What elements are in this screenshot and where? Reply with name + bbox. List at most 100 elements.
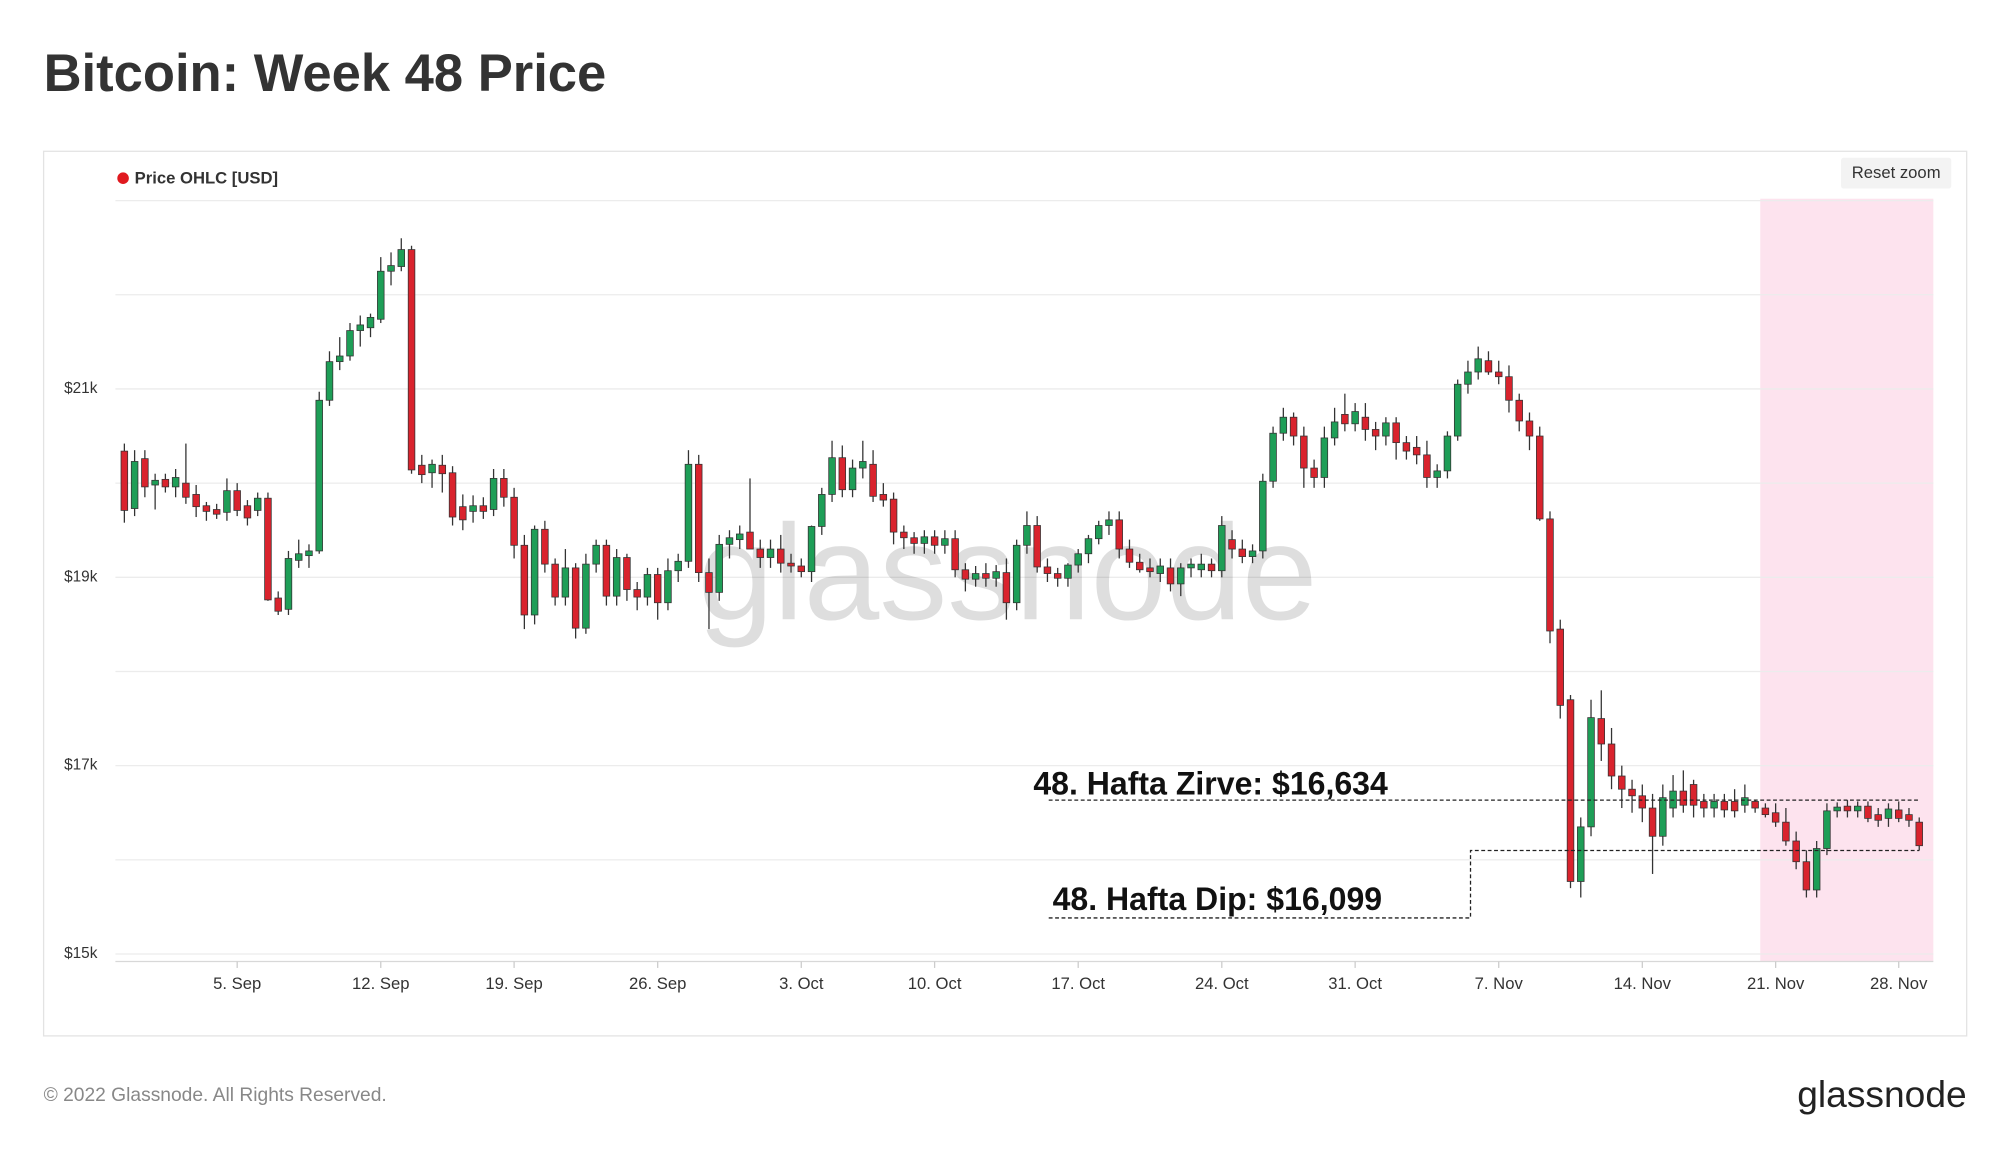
candle-body bbox=[859, 461, 867, 469]
candle-body bbox=[1259, 480, 1267, 552]
candle-body bbox=[1197, 563, 1206, 571]
candle-body bbox=[407, 249, 416, 471]
candle-body bbox=[171, 477, 180, 488]
candle-body bbox=[1792, 840, 1800, 863]
candle-body bbox=[951, 538, 959, 571]
candle-body bbox=[1043, 566, 1052, 574]
x-tick-label: 17. Oct bbox=[1051, 974, 1105, 993]
candle-body bbox=[797, 565, 806, 573]
candle-body bbox=[848, 467, 857, 491]
x-tick-label: 5. Sep bbox=[213, 974, 261, 993]
y-tick-label: $17k bbox=[64, 757, 98, 774]
y-tick-label: $19k bbox=[64, 568, 98, 585]
candle-body bbox=[1741, 797, 1749, 806]
candle-body bbox=[1484, 360, 1493, 373]
candle-body bbox=[674, 560, 682, 572]
candle-body bbox=[961, 569, 970, 580]
candle-body bbox=[787, 562, 795, 567]
candle-body bbox=[1310, 467, 1318, 478]
candle-body bbox=[1228, 539, 1236, 550]
candle-body bbox=[520, 544, 529, 616]
x-tick-label: 19. Sep bbox=[485, 974, 542, 993]
candle-body bbox=[1269, 432, 1277, 482]
x-tick-label: 3. Oct bbox=[779, 974, 824, 993]
candle-body bbox=[828, 457, 836, 495]
candle-body bbox=[1012, 544, 1021, 604]
candle-body bbox=[582, 563, 590, 629]
candle-body bbox=[315, 399, 323, 552]
candle-body bbox=[900, 531, 908, 539]
candle-body bbox=[438, 464, 447, 475]
candle-body bbox=[1300, 435, 1308, 469]
candle-body bbox=[223, 490, 231, 513]
candle-body bbox=[571, 567, 580, 629]
candle-body bbox=[766, 548, 775, 558]
reset-zoom-label[interactable]: Reset zoom bbox=[1852, 163, 1941, 182]
candle-body bbox=[489, 478, 498, 510]
candle-body bbox=[377, 270, 385, 320]
candle-body bbox=[643, 574, 652, 598]
candle-body bbox=[1187, 563, 1195, 569]
candle-body bbox=[684, 463, 693, 562]
candle-body bbox=[1843, 805, 1852, 812]
candle-body bbox=[325, 361, 334, 401]
legend-label: Price OHLC [USD] bbox=[135, 168, 278, 187]
candle-body bbox=[1689, 784, 1698, 806]
candle-body bbox=[1659, 797, 1667, 837]
candle-body bbox=[653, 574, 662, 604]
candle-body bbox=[500, 478, 508, 498]
candle-body bbox=[1525, 420, 1534, 437]
candle-body bbox=[1402, 442, 1411, 452]
candle-body bbox=[1064, 564, 1072, 579]
candle-body bbox=[1915, 821, 1923, 847]
candle-body bbox=[1628, 788, 1636, 797]
candle-body bbox=[1074, 553, 1082, 566]
candle-body bbox=[1720, 801, 1729, 811]
candle-body bbox=[1782, 821, 1790, 842]
candle-body bbox=[479, 505, 488, 512]
candle-body bbox=[1823, 810, 1831, 849]
candle-body bbox=[1146, 567, 1154, 573]
logo: glassnode bbox=[1797, 1073, 1966, 1115]
candle-body bbox=[1453, 383, 1462, 437]
candle-body bbox=[1710, 801, 1718, 809]
candle-body bbox=[264, 497, 272, 601]
copyright: © 2022 Glassnode. All Rights Reserved. bbox=[44, 1085, 387, 1106]
candle-body bbox=[1556, 628, 1564, 706]
candle-body bbox=[1546, 518, 1554, 632]
candle-body bbox=[1084, 538, 1093, 555]
candle-body bbox=[356, 324, 364, 331]
candle-body bbox=[1320, 437, 1329, 478]
candle-body bbox=[1864, 805, 1872, 819]
candle-body bbox=[1177, 567, 1185, 585]
candle-body bbox=[1053, 573, 1062, 579]
candle-body bbox=[530, 528, 539, 616]
candle-body bbox=[1730, 801, 1739, 812]
candle-body bbox=[971, 573, 980, 580]
reset-zoom-button[interactable] bbox=[1841, 157, 1952, 189]
candle-body bbox=[1105, 519, 1113, 526]
candle-body bbox=[1341, 413, 1349, 425]
candle-body bbox=[1751, 801, 1759, 809]
candle-body bbox=[387, 265, 395, 272]
candle-body bbox=[448, 472, 457, 518]
candle-body bbox=[1607, 743, 1616, 777]
candle-body bbox=[1495, 371, 1503, 378]
x-tick-label: 26. Sep bbox=[629, 974, 686, 993]
candle-body bbox=[807, 526, 816, 573]
candle-body bbox=[202, 505, 211, 512]
candle-body bbox=[1474, 358, 1482, 373]
candle-body bbox=[192, 494, 200, 508]
candle-body bbox=[1125, 548, 1134, 563]
candle-body bbox=[1412, 446, 1421, 456]
candle-body bbox=[633, 589, 641, 598]
candle-body bbox=[1597, 718, 1606, 745]
annotation-label: 48. Hafta Dip: $16,099 bbox=[1053, 881, 1383, 917]
candle-body bbox=[1371, 429, 1380, 437]
x-tick-label: 10. Oct bbox=[908, 974, 962, 993]
candle-body bbox=[1330, 421, 1339, 439]
candle-body bbox=[1423, 454, 1431, 478]
candle-body bbox=[1115, 519, 1123, 550]
candle-body bbox=[1392, 422, 1400, 444]
